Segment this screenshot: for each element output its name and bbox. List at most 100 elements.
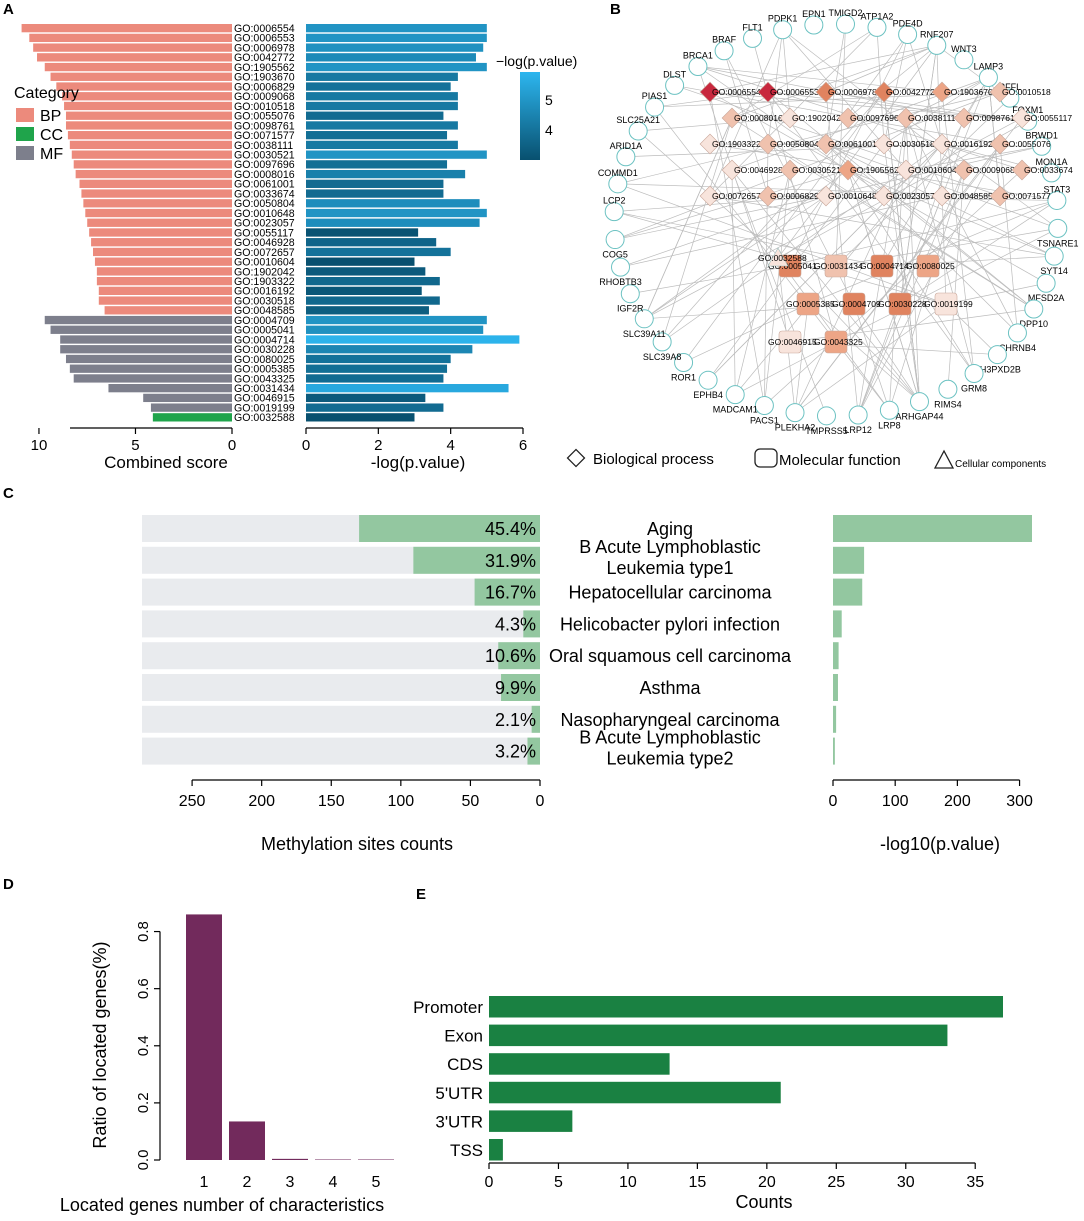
- bp-node-label: GO:0023057: [886, 191, 935, 201]
- gene-node: [867, 17, 887, 37]
- bp-node-label: GO:0046928: [734, 165, 783, 175]
- network-edge: [723, 50, 769, 197]
- go-term-label: GO:0023057: [234, 218, 295, 230]
- combined-score-bar: [71, 150, 232, 159]
- network-edge: [674, 85, 1001, 197]
- pvalue-bars: [306, 24, 520, 422]
- combined-score-bar: [60, 335, 233, 344]
- go-term-label: GO:0071577: [234, 130, 295, 142]
- gene-node: [938, 379, 958, 399]
- pvalue-bar: [306, 364, 448, 373]
- bp-node: [873, 185, 895, 207]
- gene-node: [1007, 323, 1027, 343]
- panel-b-label: B: [610, 1, 621, 18]
- network-edge: [825, 45, 937, 93]
- methylation-axis-label: Methylation sites counts: [261, 834, 453, 854]
- mf-node: [934, 292, 958, 316]
- combined-score-bar: [93, 247, 232, 257]
- gene-node: [620, 284, 640, 304]
- bp-node-label: GO:0030521: [792, 165, 841, 175]
- bp-node: [931, 81, 953, 103]
- bp-node: [837, 159, 859, 181]
- combined-score-bar: [81, 189, 232, 198]
- percentage-label: 31.9%: [485, 551, 536, 571]
- methylation-count-bar: [531, 705, 540, 733]
- bp-node-label: GO:0008016: [734, 113, 783, 123]
- network-edge: [889, 169, 965, 411]
- gene-label: COG5: [602, 250, 628, 260]
- bp-node: [1011, 107, 1033, 129]
- disease-background-bar: [142, 578, 540, 606]
- gene-node: [616, 147, 636, 167]
- disease-name: B Acute Lymphoblastic: [579, 728, 760, 748]
- go-term-labels: GO:0006554GO:0006553GO:0006978GO:0042772…: [234, 23, 295, 424]
- go-term-label: GO:0098761: [234, 120, 295, 132]
- go-term-label: GO:1902042: [234, 266, 295, 278]
- mf-node-label: GO:0043325: [814, 337, 863, 347]
- legend-cellular-components: Cellular components: [955, 459, 1046, 470]
- percentage-label: 2.1%: [495, 710, 536, 730]
- bp-node-label: GO:0050804: [770, 139, 819, 149]
- gene-node: [743, 28, 763, 48]
- network-edge: [999, 143, 1018, 333]
- disease-pvalue-axis-label: -log10(p.value): [880, 834, 1000, 854]
- go-term-label: GO:0048585: [234, 305, 295, 317]
- gene-label: SLC39A8: [643, 352, 682, 362]
- bp-node: [989, 133, 1011, 155]
- go-term-label: GO:0080025: [234, 354, 295, 366]
- go-term-label: GO:0006554: [234, 23, 295, 35]
- legend-biological-process: Biological process: [593, 451, 714, 468]
- network-edge: [905, 117, 1059, 229]
- panel-d-located-genes: D 0.0 0.2 0.4 0.6 0.8 1 2 3 4 5 Ratio of located …: [3, 876, 394, 1215]
- bp-node: [837, 107, 859, 129]
- pvalue-bar: [306, 247, 451, 257]
- located-genes-bar: [315, 1159, 351, 1160]
- bp-node: [815, 133, 837, 155]
- genomic-region-label: Exon: [444, 1027, 483, 1046]
- bp-node-label: GO:0006554: [712, 87, 761, 97]
- counts-tick: 35: [966, 1174, 984, 1191]
- bp-node: [873, 81, 895, 103]
- pvalue-bar: [306, 82, 451, 91]
- gene-node: [605, 230, 625, 250]
- characteristics-tick: 2: [243, 1174, 252, 1191]
- disease-background-bar: [142, 610, 540, 638]
- network-edge: [945, 282, 1047, 305]
- bp-node-label: GO:0071577: [1002, 191, 1051, 201]
- gene-label: RFFL: [999, 82, 1022, 92]
- gene-node: [674, 352, 694, 372]
- bp-node: [931, 133, 953, 155]
- mf-node: [916, 254, 940, 278]
- go-term-label: GO:0010518: [234, 101, 295, 113]
- gene-node: [1024, 299, 1044, 319]
- mf-node-label: GO:0080025: [906, 261, 955, 271]
- network-edge: [683, 91, 885, 363]
- gene-label: TMPRSS5: [805, 426, 848, 436]
- gene-label: MADCAM1: [713, 405, 758, 415]
- gene-node: [927, 35, 947, 55]
- gene-label: BRAF: [712, 35, 737, 45]
- network-edge: [794, 303, 947, 413]
- bp-node-label: GO:0010604: [908, 165, 957, 175]
- gene-node: [773, 20, 793, 40]
- go-term-label: GO:0061001: [234, 179, 295, 191]
- pvalue-bar: [306, 53, 476, 62]
- characteristics-tick: 3: [286, 1174, 295, 1191]
- network-edge: [643, 117, 733, 319]
- combined-score-bar: [98, 286, 232, 296]
- gene-label: ARID1A: [610, 141, 643, 151]
- bp-node-label: GO:0010648: [828, 191, 877, 201]
- network-edge: [697, 66, 791, 343]
- pvalue-bar: [306, 296, 440, 305]
- gene-label: SYT14: [1040, 266, 1068, 276]
- combined-score-bar: [50, 72, 233, 81]
- gene-node: [987, 345, 1007, 365]
- panel-c-label: C: [3, 485, 14, 502]
- bp-node: [699, 185, 721, 207]
- go-term-label: GO:0006829: [234, 81, 295, 93]
- gene-label: PACS1: [750, 416, 779, 426]
- legend-label-mf: MF: [40, 146, 63, 163]
- pvalue-bar: [306, 121, 458, 130]
- disease-background-bar: [142, 737, 540, 765]
